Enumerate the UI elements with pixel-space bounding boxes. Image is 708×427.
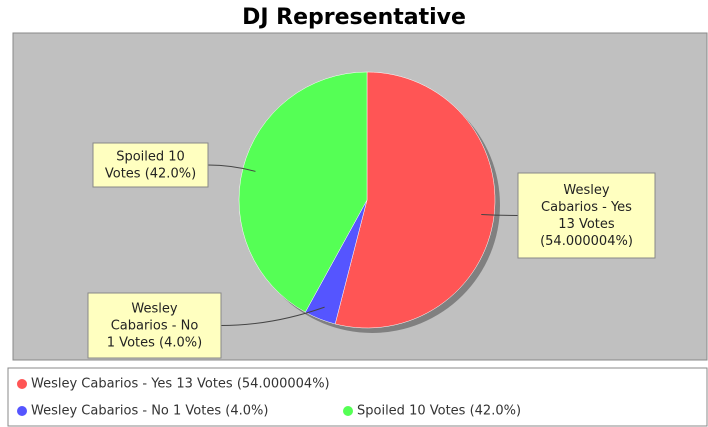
label-box xyxy=(87,292,222,359)
slice-label: Wesley Cabarios - Yes 13 Votes (54.000004%) xyxy=(540,183,633,249)
legend-label: Wesley Cabarios - No 1 Votes (4.0%) xyxy=(31,404,268,419)
chart-title: DJ Representative xyxy=(242,5,466,30)
pie-slice xyxy=(334,71,496,329)
legend-swatch xyxy=(343,406,353,416)
legend-label: Spoiled 10 Votes (42.0%) xyxy=(357,404,521,419)
label-box xyxy=(92,142,209,188)
label-box xyxy=(517,172,656,259)
legend-box xyxy=(7,367,708,427)
slice-label: Wesley Cabarios - No 1 Votes (4.0%) xyxy=(107,301,202,350)
legend-swatch xyxy=(17,379,27,389)
label-link xyxy=(481,213,519,216)
slice-label: Spoiled 10 Votes (42.0%) xyxy=(105,149,196,181)
label-link xyxy=(207,164,256,172)
label-link xyxy=(220,306,325,326)
legend-swatch xyxy=(17,406,27,416)
legend-label: Wesley Cabarios - Yes 13 Votes (54.00000… xyxy=(31,377,330,392)
